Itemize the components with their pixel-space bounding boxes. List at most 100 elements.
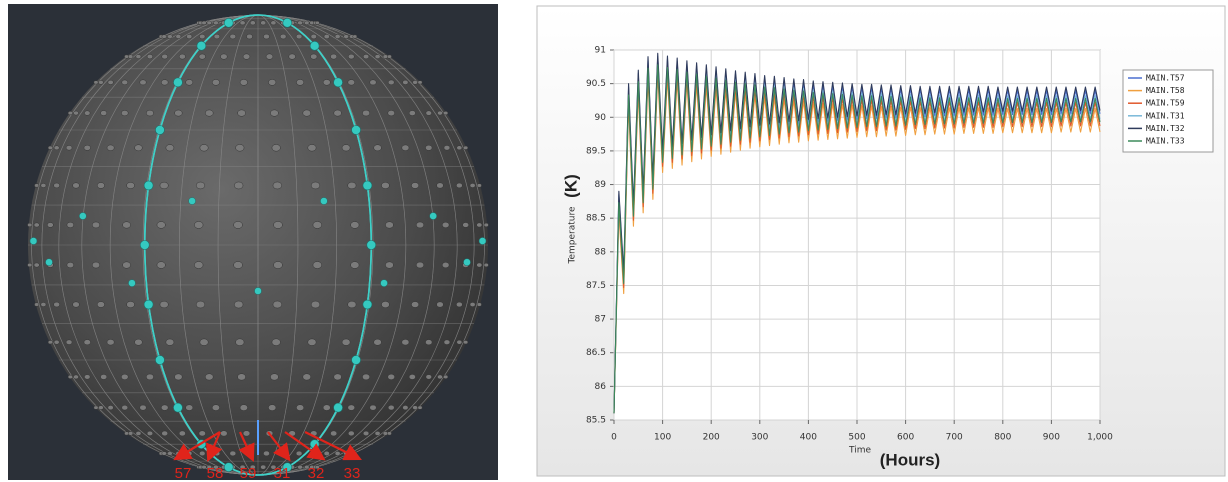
- x-tick-label: 600: [897, 433, 914, 443]
- bump: [381, 182, 390, 189]
- bump: [310, 53, 318, 60]
- bump: [443, 339, 451, 345]
- x-tick-label: 400: [800, 433, 817, 443]
- bump: [161, 404, 169, 411]
- bump: [178, 53, 186, 60]
- bump: [401, 339, 410, 346]
- bump: [199, 144, 209, 152]
- sensor: [351, 125, 361, 135]
- bump: [296, 404, 305, 411]
- bump: [83, 339, 91, 346]
- x-tick-label: 1,000: [1087, 433, 1113, 443]
- bump: [347, 181, 357, 190]
- bump: [350, 221, 360, 229]
- bump: [295, 450, 303, 457]
- bump: [352, 34, 358, 39]
- bump: [242, 430, 251, 437]
- bump: [322, 79, 331, 86]
- bump: [456, 182, 463, 189]
- bump: [304, 465, 310, 470]
- bump: [302, 373, 311, 381]
- bump: [334, 451, 341, 456]
- bump: [323, 34, 330, 39]
- bump: [425, 144, 433, 151]
- bump: [65, 145, 73, 151]
- bump: [91, 261, 100, 269]
- bump: [83, 144, 91, 151]
- bump: [165, 338, 175, 346]
- bump: [374, 54, 381, 59]
- sensor: [155, 355, 165, 365]
- bump: [201, 20, 207, 25]
- bump: [362, 430, 370, 436]
- bump: [417, 80, 423, 85]
- bump: [443, 145, 451, 151]
- bump: [33, 222, 40, 228]
- bump: [268, 79, 277, 86]
- bump: [260, 464, 267, 470]
- bump: [198, 53, 206, 60]
- x-tick-label: 300: [751, 433, 768, 443]
- bump: [387, 373, 395, 380]
- bump: [135, 54, 142, 59]
- bump: [348, 430, 355, 437]
- bump: [341, 144, 351, 152]
- bump: [246, 33, 253, 40]
- sensor: [429, 212, 437, 220]
- sensor: [173, 402, 183, 413]
- bump: [249, 20, 256, 26]
- bump: [387, 404, 395, 411]
- bump: [126, 182, 135, 189]
- sensor-arrow: [238, 431, 255, 462]
- y-axis-title: Temperature: [568, 206, 578, 264]
- bump: [146, 54, 154, 60]
- y-tick-label: 89.5: [586, 146, 606, 156]
- legend-label: MAIN.T59: [1146, 99, 1185, 108]
- bump: [362, 109, 370, 117]
- bump: [239, 79, 248, 86]
- sensor: [45, 258, 53, 266]
- bump: [312, 261, 322, 269]
- bump: [350, 261, 360, 269]
- bump: [175, 34, 182, 39]
- bump: [161, 451, 167, 456]
- bump: [47, 340, 53, 345]
- bump: [121, 373, 129, 380]
- bump: [201, 465, 207, 470]
- bump: [93, 80, 99, 85]
- x-tick-label: 800: [994, 433, 1011, 443]
- bump: [178, 430, 186, 437]
- bump: [121, 79, 129, 86]
- sensor: [128, 279, 136, 287]
- bump: [334, 34, 341, 39]
- bump: [53, 339, 60, 345]
- bump: [314, 465, 320, 470]
- sensor: [223, 462, 234, 472]
- bump: [211, 79, 220, 86]
- bump: [134, 144, 143, 152]
- bump: [96, 182, 105, 189]
- bump: [165, 144, 175, 152]
- bump: [302, 109, 311, 117]
- bump: [425, 374, 432, 380]
- bump: [373, 338, 382, 346]
- bump: [96, 301, 105, 308]
- sensor: [254, 287, 262, 295]
- bump: [199, 338, 209, 346]
- bump: [233, 221, 243, 229]
- bump: [270, 464, 277, 470]
- bump: [463, 145, 469, 150]
- bump: [347, 404, 355, 411]
- bump: [135, 431, 142, 436]
- sensor-label: 33: [344, 465, 361, 482]
- y-tick-label: 90: [595, 113, 607, 123]
- bump: [260, 20, 267, 26]
- bump: [347, 79, 355, 86]
- bump: [387, 79, 395, 86]
- y-tick-label: 90.5: [586, 79, 606, 89]
- bump: [402, 79, 409, 85]
- bump: [106, 144, 115, 151]
- bump: [279, 33, 287, 40]
- legend-label: MAIN.T58: [1146, 86, 1185, 95]
- sensor: [143, 299, 154, 310]
